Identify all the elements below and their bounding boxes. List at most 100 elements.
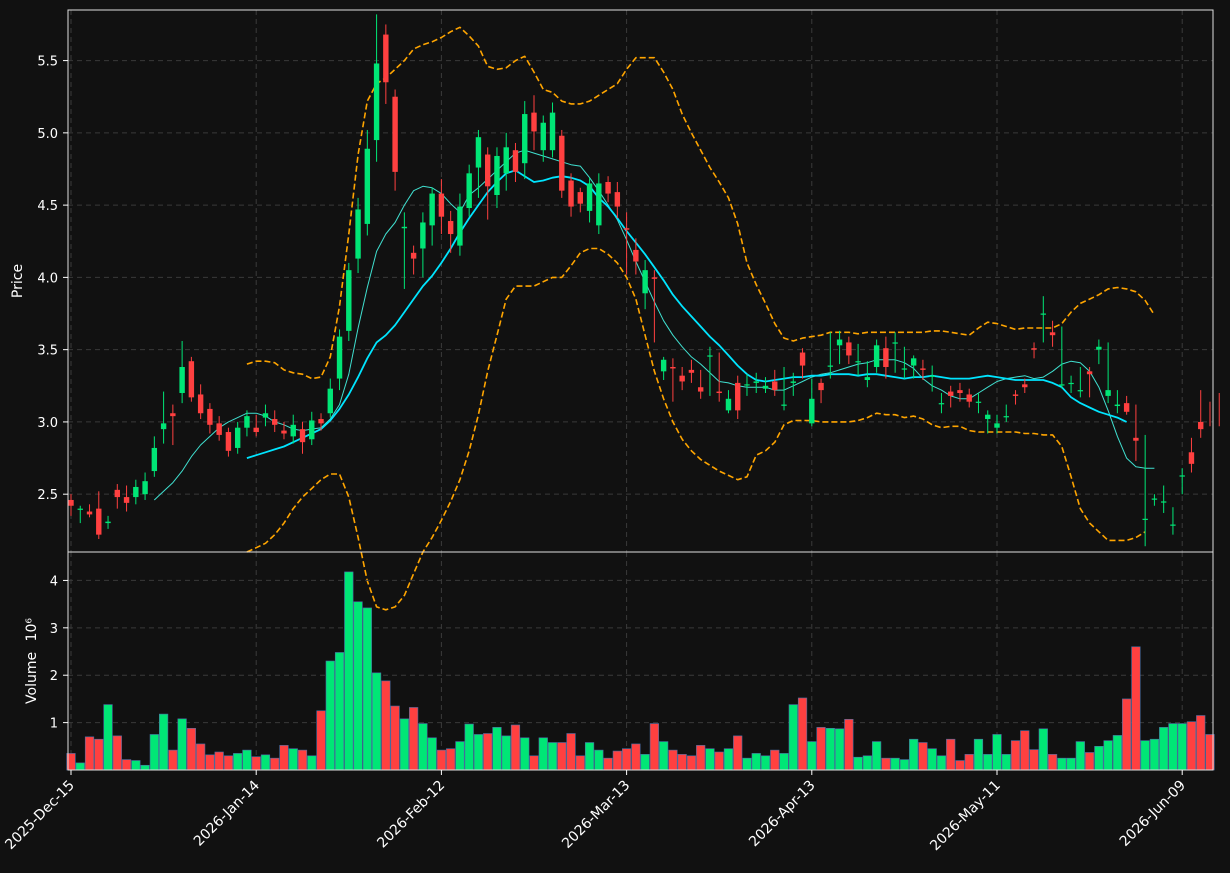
candle-body: [605, 181, 611, 194]
candle-body: [438, 193, 445, 217]
volume-bar: [844, 718, 854, 771]
candle-body: [1151, 498, 1158, 500]
volume-bar: [520, 737, 530, 771]
candle-body: [651, 277, 658, 279]
volume-bar: [446, 748, 456, 771]
candle-body: [142, 481, 148, 495]
candle-body: [244, 416, 250, 428]
volume-bar: [547, 742, 558, 771]
candle-body: [901, 368, 908, 370]
candle-body: [123, 497, 130, 503]
volume-bar: [75, 762, 85, 771]
candle-body: [1022, 384, 1028, 388]
volume-bar: [705, 748, 715, 771]
volume-axis-label-text: Volume: [24, 652, 40, 704]
volume-tick-label: 3: [50, 622, 58, 637]
candle-body: [160, 423, 167, 430]
volume-bar: [1103, 740, 1113, 771]
volume-bar: [603, 757, 613, 771]
volume-bar: [84, 736, 95, 771]
volume-bar: [510, 724, 521, 771]
candle-body: [1179, 475, 1185, 477]
volume-bar: [399, 718, 409, 771]
candle-body: [781, 404, 787, 406]
candle-body: [522, 114, 528, 164]
volume-bar: [1085, 752, 1095, 771]
candle-body: [735, 382, 741, 411]
volume-bar: [242, 749, 252, 771]
volume-bar: [770, 749, 780, 771]
price-tick-label: 4.5: [37, 199, 58, 214]
candle-body: [716, 391, 722, 394]
candle-body: [485, 154, 491, 187]
volume-bar: [853, 756, 863, 771]
volume-bar: [584, 742, 595, 771]
volume-bar: [1159, 727, 1169, 771]
candle-body: [688, 369, 695, 373]
candle-body: [494, 155, 500, 196]
candle-body: [809, 398, 815, 424]
candle-body: [290, 424, 296, 437]
volume-bar: [816, 727, 826, 771]
volume-bar: [492, 727, 502, 771]
volume-bar: [1168, 723, 1178, 771]
candle-body: [1160, 501, 1167, 503]
volume-bar: [177, 718, 187, 771]
volume-bar: [983, 754, 993, 771]
volume-bar: [899, 759, 909, 771]
volume-bar: [973, 738, 984, 771]
candle-body: [383, 34, 389, 83]
candle-body: [586, 183, 593, 211]
volume-bar: [788, 704, 798, 771]
volume-bar: [1075, 741, 1085, 771]
candles: [68, 14, 1220, 547]
volume-bar: [1186, 721, 1197, 771]
volume-bar: [834, 728, 845, 771]
volume-bar: [918, 742, 928, 771]
volume-axis-exponent: 10⁶: [24, 618, 40, 642]
volume-bar: [1066, 757, 1076, 771]
price-tick-label: 5.5: [37, 55, 58, 70]
candle-body: [531, 112, 537, 132]
candle-body: [633, 249, 639, 262]
candle-body: [197, 394, 204, 414]
candle-body: [623, 228, 630, 230]
candle-body: [966, 394, 972, 402]
volume-bar: [381, 680, 391, 771]
candle-body: [1096, 346, 1102, 350]
volume-bar: [649, 723, 659, 771]
candle-body: [466, 173, 472, 209]
candle-body: [975, 401, 982, 403]
candle-body: [679, 375, 685, 382]
candle-body: [410, 252, 417, 259]
volume-bar: [1140, 740, 1150, 771]
volume-bar: [825, 727, 835, 771]
volume-bar: [566, 733, 576, 771]
volume-bar: [538, 737, 548, 771]
volume-bar: [594, 749, 604, 771]
candle-body: [614, 192, 621, 207]
candle-body: [1031, 348, 1037, 350]
volume-bar: [140, 764, 150, 771]
candle-body: [985, 414, 991, 420]
candle-body: [253, 427, 259, 433]
volume-bar: [159, 713, 169, 771]
volume-bar: [214, 751, 224, 771]
volume-bar: [1020, 730, 1030, 771]
volume-bar: [872, 741, 882, 771]
candle-body: [336, 336, 343, 379]
volume-bar: [353, 601, 363, 771]
volume-bar: [751, 753, 761, 771]
candle-body: [540, 122, 546, 151]
candle-body: [1077, 390, 1084, 392]
volume-bar: [464, 723, 474, 771]
volume-bar: [529, 755, 539, 771]
candle-body: [216, 423, 222, 435]
candle-body: [883, 348, 889, 367]
volume-axis-label: Volume 10⁶: [24, 618, 40, 704]
volume-bar: [992, 734, 1002, 771]
volume-bar: [288, 748, 298, 771]
candle-body: [1133, 437, 1139, 441]
volume-bar: [797, 697, 808, 771]
